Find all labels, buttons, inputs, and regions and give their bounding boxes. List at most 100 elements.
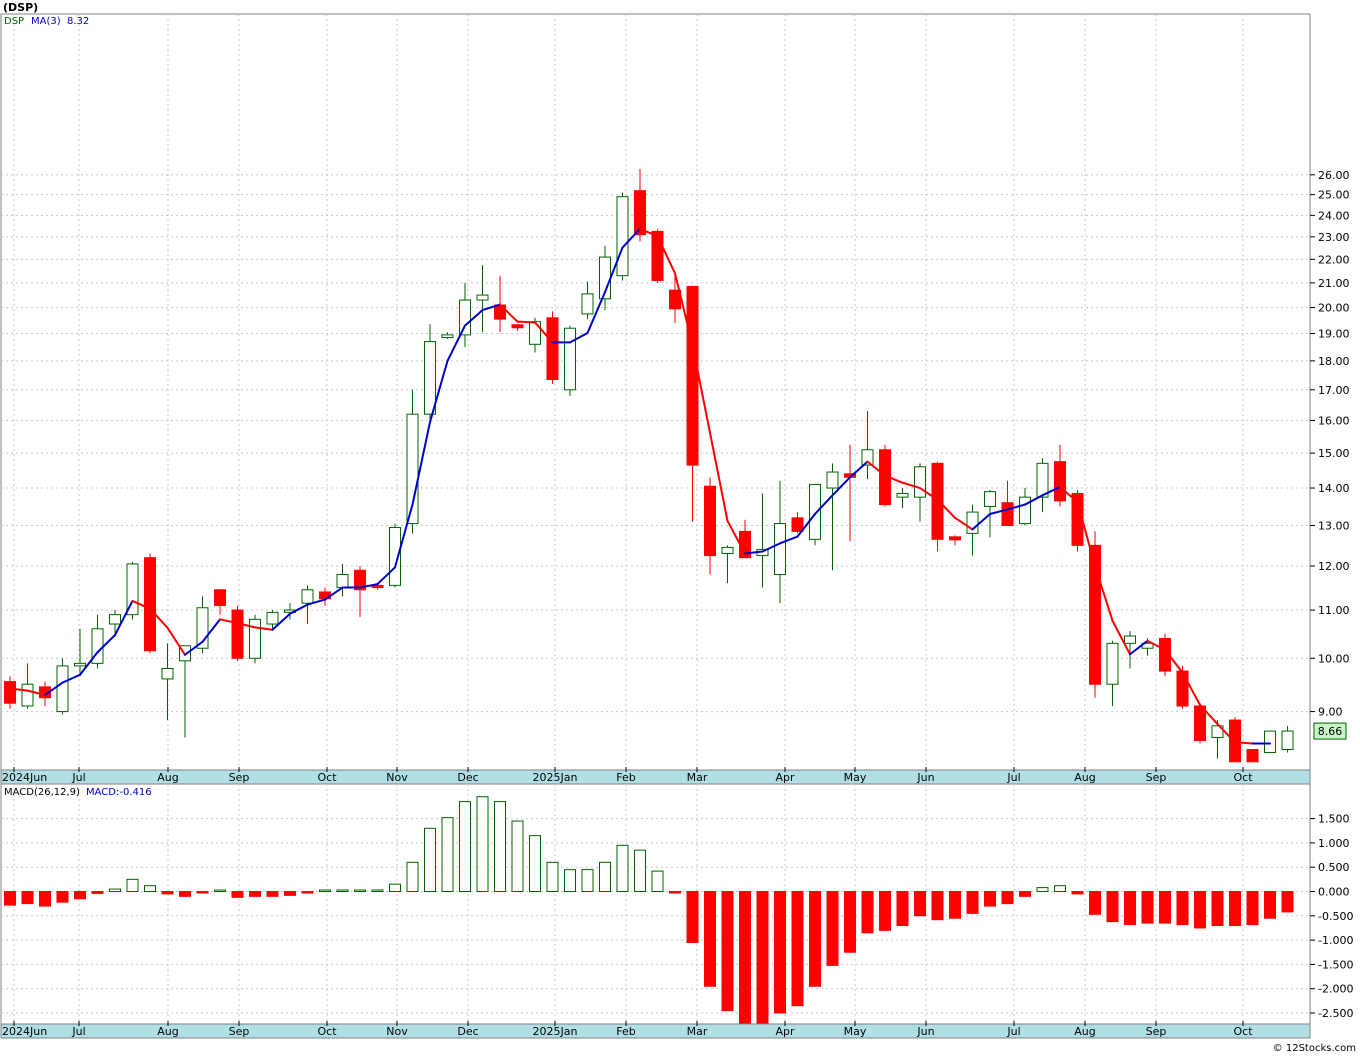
- macd-bar-positive: [109, 888, 121, 893]
- macd-bar-negative: [704, 891, 716, 987]
- ma-segment: [569, 331, 589, 344]
- ma-segment: [166, 626, 186, 656]
- macd-bar-negative: [1246, 891, 1259, 926]
- candle-body: [511, 324, 524, 329]
- price-y-tick-label: 9.00: [1318, 706, 1343, 719]
- x-tick-label: Apr: [775, 1025, 795, 1038]
- ma-segment: [901, 481, 921, 490]
- candle-body: [616, 196, 629, 277]
- price-y-tick-label: 10.00: [1318, 652, 1350, 665]
- ma-segment: [26, 689, 46, 696]
- candle-body: [459, 299, 471, 336]
- candle-up: [1211, 720, 1224, 759]
- chart-title: (DSP): [3, 1, 38, 14]
- macd-bar-negative: [249, 891, 261, 897]
- ma-segment: [1024, 494, 1044, 506]
- macd-bar-negative: [791, 891, 804, 1007]
- ma-segment: [1059, 485, 1079, 503]
- ma-segment: [96, 634, 116, 654]
- ma-segment: [849, 460, 869, 479]
- macd-bar-negative: [774, 891, 786, 1014]
- ma-segment: [1076, 500, 1096, 568]
- macd-bar-positive: [1036, 887, 1049, 892]
- macd-bar-negative: [669, 891, 681, 894]
- candle-body: [721, 546, 734, 555]
- macd-x-axis-band: [0, 1023, 1311, 1039]
- macd-bar-negative: [21, 891, 34, 905]
- candle-body: [161, 667, 174, 680]
- candle-body: [1106, 642, 1119, 685]
- ma-segment: [376, 566, 396, 586]
- candle-up: [1264, 730, 1276, 754]
- ma-segment: [44, 681, 64, 696]
- x-tick-label: Sep: [1146, 1025, 1167, 1038]
- macd-bar-negative: [1211, 891, 1224, 927]
- candle-body: [774, 523, 786, 576]
- macd-y-tick-label: 1.500: [1318, 813, 1350, 826]
- macd-bar-negative: [879, 891, 891, 931]
- last-price-tag: 8.66: [1313, 722, 1347, 740]
- ma-segment: [61, 673, 81, 684]
- candle-body: [249, 618, 261, 659]
- macd-bar-negative: [91, 891, 104, 894]
- macd-bar-negative: [1264, 891, 1276, 919]
- macd-bar-positive: [144, 885, 156, 893]
- macd-y-tick-label: 1.000: [1318, 837, 1350, 850]
- candle-body: [354, 569, 366, 591]
- candle-body: [1124, 635, 1136, 644]
- macd-bar-negative: [896, 891, 909, 927]
- ma-segment: [1234, 741, 1254, 745]
- macd-bar-negative: [861, 891, 874, 934]
- ma-segment: [79, 651, 99, 676]
- ma-segment: [499, 303, 519, 323]
- ma-segment: [709, 431, 729, 522]
- x-tick-label: Aug: [157, 1025, 178, 1038]
- candle-up: [564, 325, 576, 396]
- last-price-tag-box: [1313, 722, 1347, 740]
- candle-up: [441, 332, 454, 339]
- macd-bar-positive: [406, 861, 419, 893]
- candle-body: [914, 466, 926, 498]
- price-y-tick-label: 15.00: [1318, 447, 1350, 460]
- x-tick-label: Sep: [229, 771, 250, 784]
- candle-body: [1211, 725, 1224, 739]
- legend-ma-value: 8.32: [67, 16, 89, 27]
- macd-bar-positive: [564, 869, 576, 893]
- ma-segment: [954, 516, 974, 531]
- x-tick-label: Oct: [317, 771, 337, 784]
- price-y-tick-label: 16.00: [1318, 414, 1350, 427]
- candle-up: [826, 463, 839, 571]
- macd-bar-negative: [1071, 891, 1084, 895]
- candle-body: [1036, 462, 1049, 498]
- candle-body: [1054, 461, 1066, 502]
- x-tick-label: Dec: [457, 771, 478, 784]
- macd-bar-positive: [424, 827, 436, 893]
- ma-segment: [131, 599, 151, 610]
- x-tick-label: Mar: [687, 1025, 708, 1038]
- macd-y-tick-label: -1.500: [1318, 958, 1353, 971]
- candle-up: [249, 614, 261, 664]
- candle-body: [966, 511, 979, 534]
- candle-body: [406, 413, 419, 525]
- candle-body: [564, 327, 576, 391]
- price-x-axis-band: [0, 769, 1311, 785]
- candle-body: [861, 449, 874, 466]
- x-tick-label: Jul: [1006, 771, 1020, 784]
- ma-segment: [481, 303, 501, 312]
- ma-segment: [796, 512, 816, 538]
- candle-body: [634, 190, 646, 236]
- ma-segment: [1199, 703, 1219, 726]
- candle-body: [144, 557, 156, 652]
- macd-bar-positive: [651, 870, 664, 893]
- candle-body: [126, 563, 139, 616]
- ma-segment: [656, 235, 676, 275]
- x-tick-label: Dec: [457, 1025, 478, 1038]
- macd-bar-negative: [809, 891, 821, 987]
- candle-body: [371, 584, 384, 589]
- candle-body: [21, 683, 34, 707]
- candle-up: [406, 389, 419, 534]
- ma-segment: [516, 320, 536, 324]
- ma-segment: [446, 324, 466, 362]
- macd-bar-negative: [844, 891, 856, 953]
- candle-body: [949, 536, 961, 541]
